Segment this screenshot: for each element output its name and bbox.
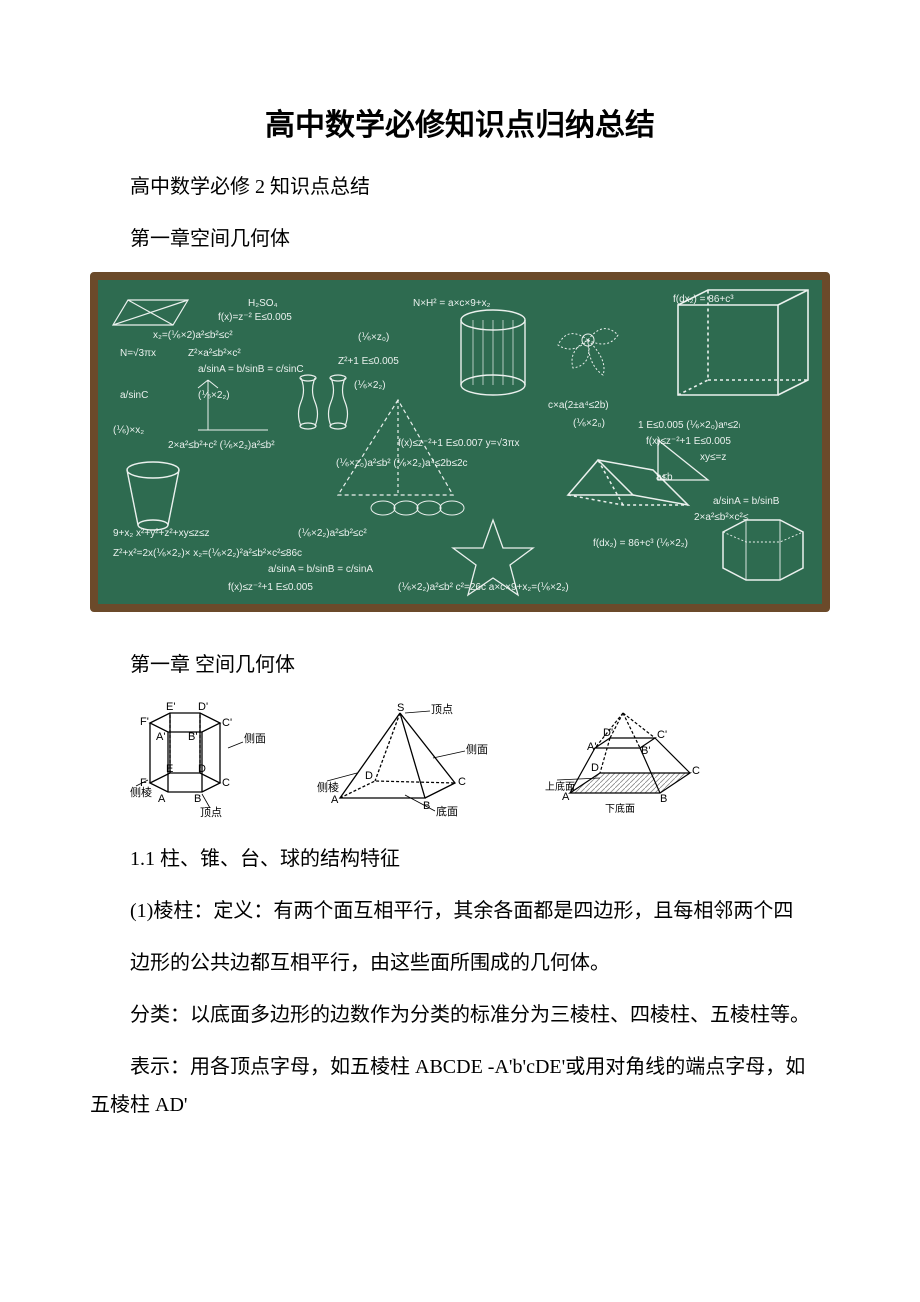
subtitle-1: 高中数学必修 2 知识点总结 (90, 168, 830, 206)
svg-text:D': D' (603, 727, 613, 739)
svg-text:C': C' (222, 717, 232, 729)
svg-text:A: A (158, 793, 166, 805)
subtitle-2: 第一章空间几何体 (90, 220, 830, 258)
chalkboard-image: H₂SO₄f(x)=z⁻² E≤0.005x₂=(⅙×2)a²≤b²≤c²Z²×… (90, 272, 830, 612)
paragraph-1: (1)棱柱：定义：有两个面互相平行，其余各面都是四边形，且每相邻两个四 (90, 892, 830, 930)
svg-text:E: E (166, 763, 173, 775)
paragraph-4: 表示：用各顶点字母，如五棱柱 ABCDE -A'b'cDE'或用对角线的端点字母… (90, 1048, 830, 1124)
frustum-diagram: A' B' C' D' A B C D 上底面 下底面 (545, 708, 705, 818)
svg-text:顶点: 顶点 (200, 806, 222, 818)
svg-text:D': D' (198, 701, 208, 713)
svg-text:C: C (222, 777, 230, 789)
svg-text:C: C (458, 776, 466, 788)
svg-text:C': C' (657, 729, 667, 741)
svg-text:侧棱: 侧棱 (317, 781, 339, 794)
page-title: 高中数学必修知识点归纳总结 (90, 100, 830, 144)
svg-text:S: S (397, 703, 404, 714)
svg-text:B': B' (188, 731, 197, 743)
svg-text:底面: 底面 (436, 804, 458, 818)
paragraph-2: 边形的公共边都互相平行，由这些面所围成的几何体。 (90, 944, 830, 982)
svg-text:B: B (194, 793, 201, 805)
svg-text:B: B (423, 800, 430, 812)
prism-diagram: F' E' D' A' B' C' F E D A B C 侧面 侧棱 顶点 (130, 698, 265, 818)
paragraph-3: 分类：以底面多边形的边数作为分类的标准分为三棱柱、四棱柱、五棱柱等。 (90, 996, 830, 1034)
svg-text:上底面: 上底面 (545, 780, 575, 793)
svg-text:侧面: 侧面 (244, 732, 265, 745)
svg-text:顶点: 顶点 (431, 703, 453, 716)
section-heading: 第一章 空间几何体 (90, 646, 830, 684)
svg-text:A: A (331, 794, 339, 806)
section-1-1: 1.1 柱、锥、台、球的结构特征 (90, 840, 830, 878)
svg-text:B': B' (641, 745, 650, 757)
svg-text:F': F' (140, 716, 149, 728)
svg-text:D: D (591, 762, 599, 774)
chalkboard-formulas: H₂SO₄f(x)=z⁻² E≤0.005x₂=(⅙×2)a²≤b²≤c²Z²×… (98, 280, 822, 604)
svg-text:侧面: 侧面 (466, 743, 488, 756)
svg-text:D: D (198, 763, 206, 775)
svg-text:C: C (692, 765, 700, 777)
svg-text:A': A' (587, 741, 596, 753)
svg-text:下底面: 下底面 (605, 802, 635, 815)
diagrams-row: F' E' D' A' B' C' F E D A B C 侧面 侧棱 顶点 (130, 698, 830, 818)
pyramid-diagram: S A B C D 顶点 侧面 侧棱 底面 (315, 703, 495, 818)
svg-text:D: D (365, 770, 373, 782)
svg-text:E': E' (166, 701, 175, 713)
svg-text:B: B (660, 793, 667, 805)
svg-text:侧棱: 侧棱 (130, 786, 152, 799)
svg-text:A': A' (156, 731, 165, 743)
